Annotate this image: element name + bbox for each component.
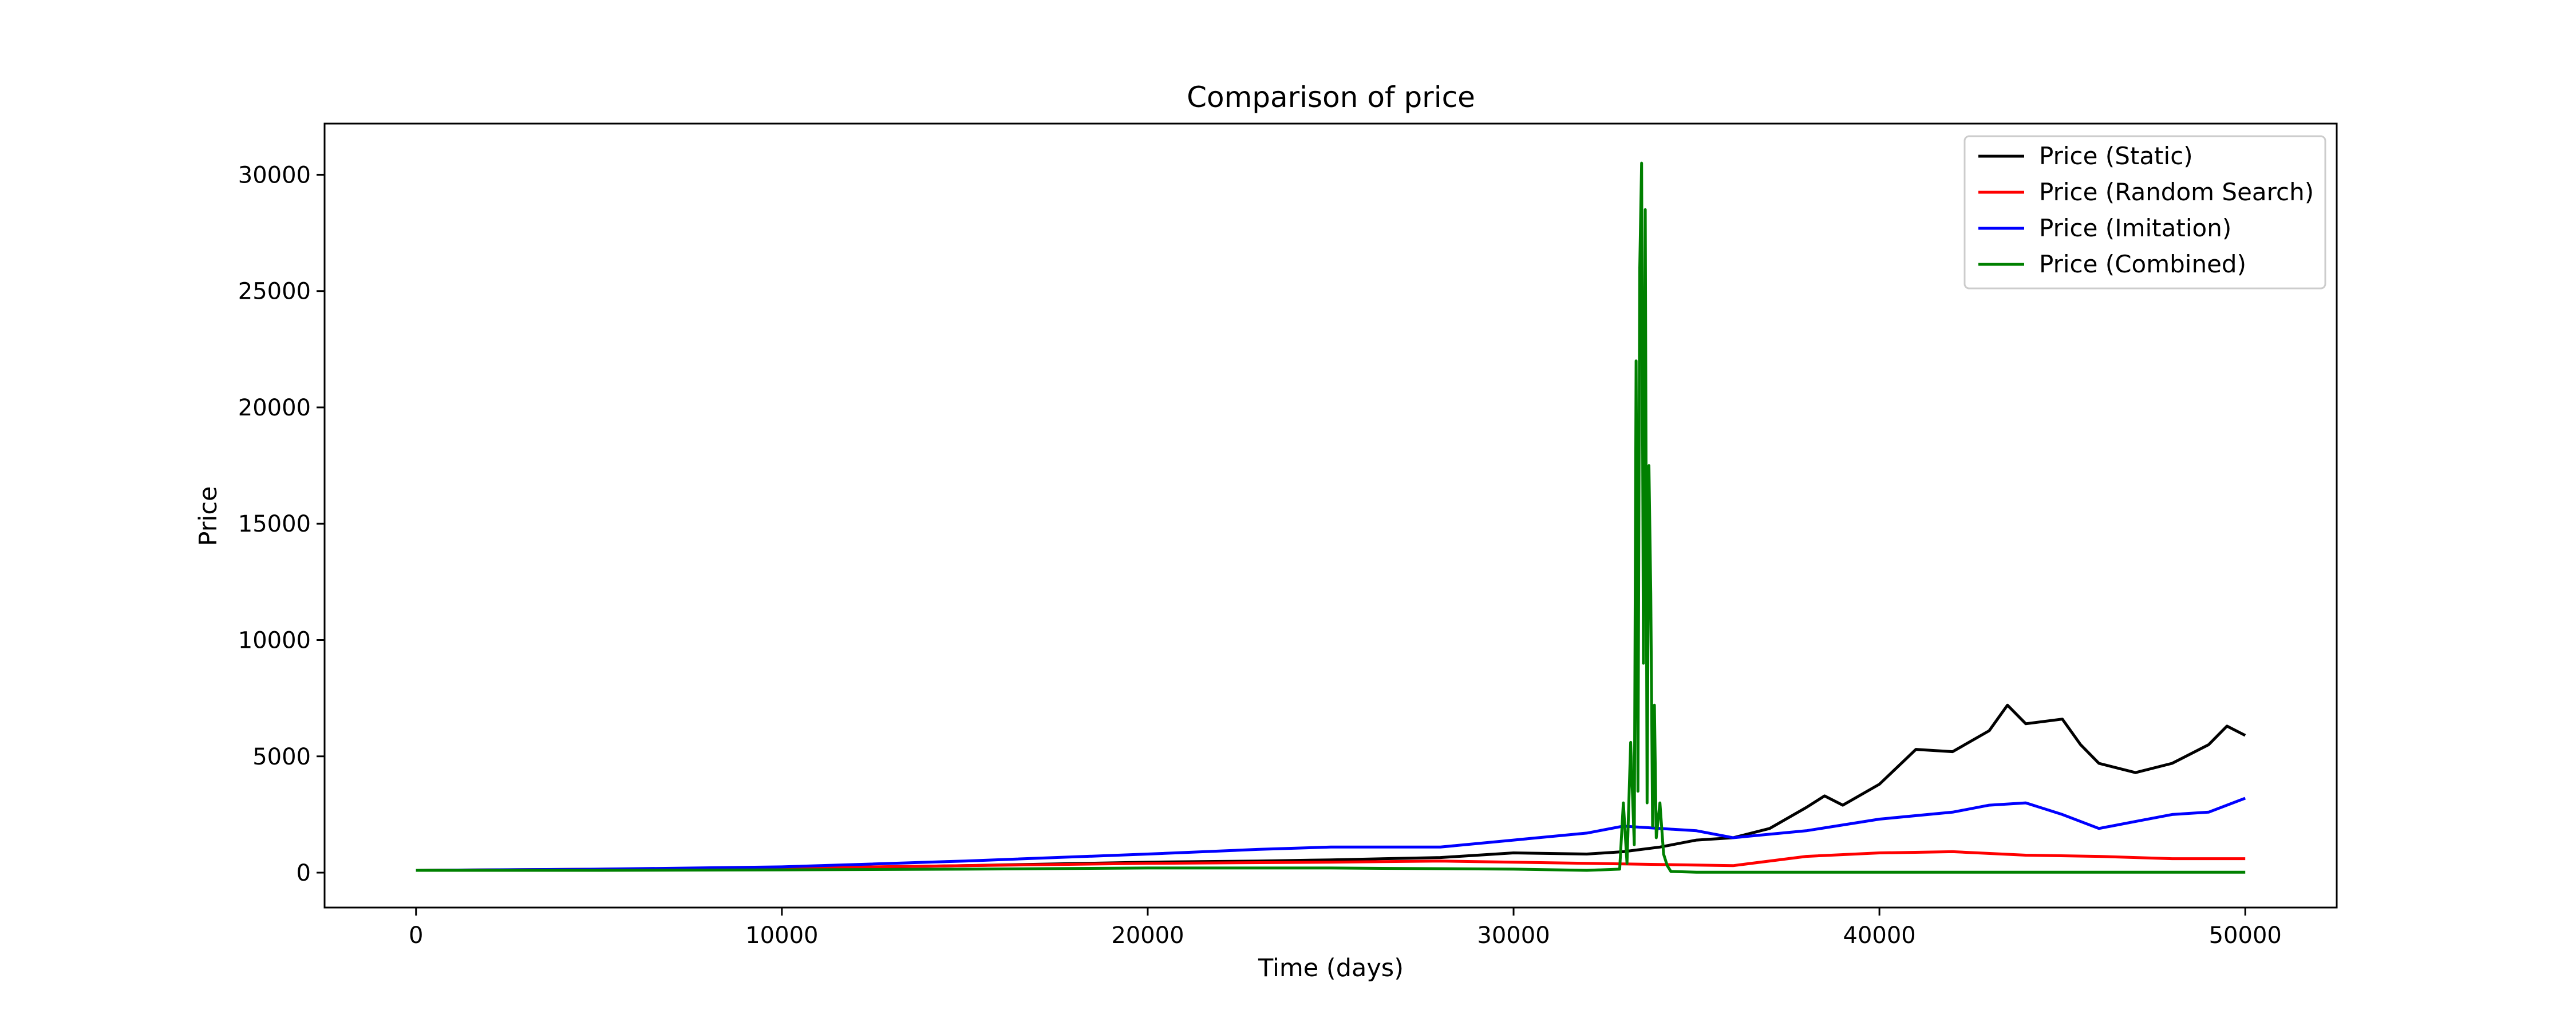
x-tick-label: 20000 [1111, 922, 1184, 949]
y-tick-label: 20000 [238, 395, 311, 421]
y-tick-label: 30000 [238, 162, 311, 188]
legend: Price (Static) Price (Random Search) Price… [1963, 135, 2326, 290]
x-axis-label: Time (days) [1258, 954, 1404, 983]
x-tick-label: 40000 [1843, 922, 1916, 949]
x-tick-label: 50000 [2209, 922, 2282, 949]
series-line-1 [416, 850, 2246, 872]
y-axis: 0 5000 10000 15000 20000 25000 30000 [238, 162, 325, 886]
x-tick-label: 0 [409, 922, 423, 949]
series-line-0 [416, 703, 2246, 872]
legend-box [1963, 135, 2326, 290]
x-tick-label: 30000 [1477, 922, 1550, 949]
legend-label-3: Price (Combined) [2039, 250, 2246, 278]
y-tick-label: 25000 [238, 279, 311, 305]
y-tick-label: 0 [297, 860, 311, 886]
series-layer [416, 161, 2246, 874]
chart-title: Comparison of price [1187, 81, 1475, 114]
y-axis-label: Price [194, 486, 223, 546]
series-line-2 [416, 797, 2246, 872]
y-tick-label: 5000 [252, 744, 311, 770]
series-line-3 [416, 161, 2246, 874]
legend-label-2: Price (Imitation) [2039, 214, 2231, 242]
y-tick-label: 15000 [238, 511, 311, 537]
plot-frame [323, 122, 2338, 909]
legend-label-0: Price (Static) [2039, 142, 2193, 170]
x-axis: 0 10000 20000 30000 40000 50000 [409, 908, 2282, 949]
legend-label-1: Price (Random Search) [2039, 178, 2314, 206]
y-tick-label: 10000 [238, 627, 311, 653]
x-tick-label: 10000 [745, 922, 818, 949]
